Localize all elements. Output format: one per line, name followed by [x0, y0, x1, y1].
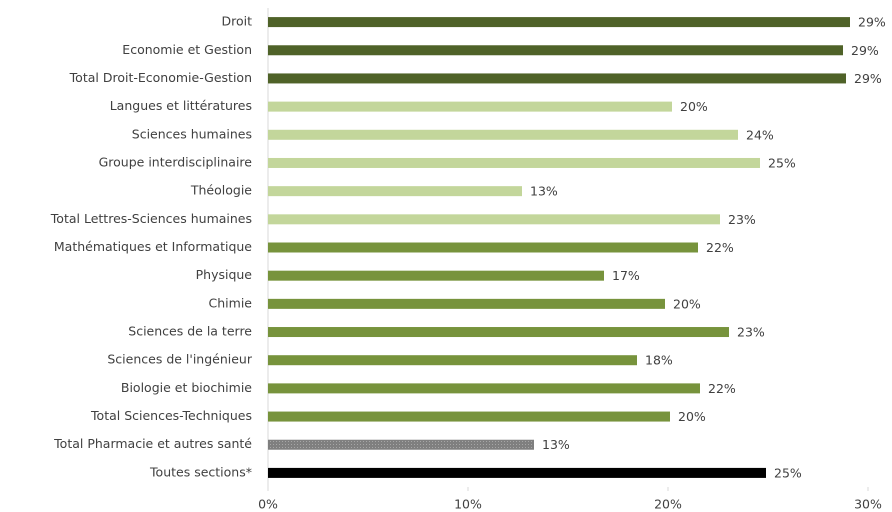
- y-tick-label: Groupe interdisciplinaire: [99, 154, 253, 169]
- bar: [268, 157, 760, 168]
- value-label: 25%: [774, 465, 802, 480]
- bar: [268, 73, 846, 84]
- x-tick-label: 0%: [258, 497, 278, 512]
- bar: [268, 355, 637, 366]
- value-label: 22%: [706, 240, 734, 255]
- y-tick-label: Total Droit-Economie-Gestion: [69, 70, 252, 85]
- y-tick-label: Sciences de l'ingénieur: [107, 352, 252, 367]
- y-tick-label: Total Pharmacie et autres santé: [53, 436, 252, 451]
- x-tick-label: 20%: [654, 497, 682, 512]
- y-tick-label: Sciences humaines: [132, 126, 252, 141]
- value-label: 24%: [746, 127, 774, 142]
- y-tick-label: Biologie et biochimie: [121, 380, 252, 395]
- bar: [268, 242, 698, 253]
- bar: [268, 383, 700, 394]
- bar: [268, 101, 672, 112]
- value-label: 20%: [673, 296, 701, 311]
- value-label: 25%: [768, 155, 796, 170]
- value-label: 22%: [708, 381, 736, 396]
- y-tick-label: Physique: [196, 267, 253, 282]
- y-tick-label: Total Lettres-Sciences humaines: [50, 211, 252, 226]
- value-label: 13%: [530, 184, 558, 199]
- y-tick-label: Théologie: [190, 183, 252, 198]
- bar: [268, 17, 850, 28]
- bar: [268, 327, 729, 338]
- bar: [268, 439, 534, 450]
- bar: [268, 411, 670, 422]
- y-tick-label: Total Sciences-Techniques: [90, 408, 252, 423]
- bar: [268, 186, 522, 197]
- y-tick-label: Droit: [221, 14, 252, 29]
- bar: [268, 298, 665, 309]
- bar: [268, 467, 766, 478]
- value-label: 23%: [737, 325, 765, 340]
- bar: [268, 45, 843, 56]
- x-tick-label: 10%: [454, 497, 482, 512]
- value-label: 29%: [858, 15, 886, 30]
- y-tick-label: Toutes sections*: [149, 464, 252, 479]
- bar: [268, 270, 604, 281]
- x-tick-label: 30%: [854, 497, 882, 512]
- value-label: 20%: [678, 409, 706, 424]
- bar: [268, 129, 738, 140]
- value-label: 17%: [612, 268, 640, 283]
- value-label: 18%: [645, 353, 673, 368]
- value-label: 29%: [854, 71, 882, 86]
- y-tick-label: Sciences de la terre: [128, 324, 252, 339]
- y-tick-label: Economie et Gestion: [122, 42, 252, 57]
- value-label: 13%: [542, 437, 570, 452]
- value-label: 23%: [728, 212, 756, 227]
- bar: [268, 214, 720, 225]
- value-label: 20%: [680, 99, 708, 114]
- value-label: 29%: [851, 43, 879, 58]
- y-tick-label: Langues et littératures: [110, 98, 252, 113]
- y-tick-label: Mathématiques et Informatique: [54, 239, 252, 254]
- y-tick-label: Chimie: [209, 295, 253, 310]
